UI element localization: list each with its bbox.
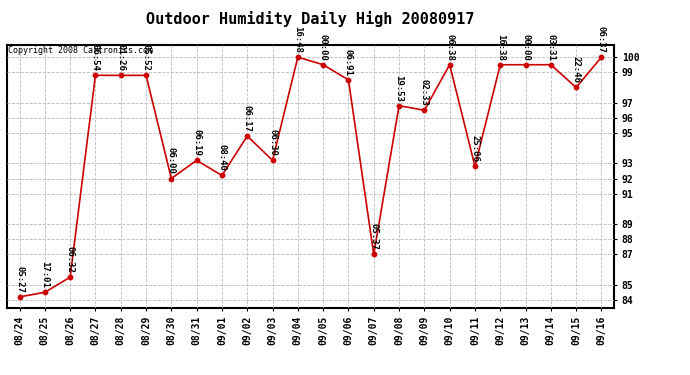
Text: 05:27: 05:27: [15, 266, 24, 293]
Text: 17:01: 17:01: [40, 261, 50, 288]
Point: [419, 107, 430, 113]
Text: 01:26: 01:26: [116, 44, 126, 71]
Point: [115, 72, 126, 78]
Text: 16:38: 16:38: [495, 34, 505, 60]
Point: [343, 77, 354, 83]
Point: [14, 294, 25, 300]
Point: [520, 62, 531, 68]
Point: [596, 54, 607, 60]
Point: [368, 251, 380, 257]
Text: 00:00: 00:00: [521, 34, 530, 60]
Text: 06:37: 06:37: [597, 26, 606, 53]
Text: Copyright 2008 Cartronics.com: Copyright 2008 Cartronics.com: [8, 46, 153, 56]
Text: 03:31: 03:31: [546, 34, 555, 60]
Point: [39, 290, 50, 296]
Text: 06:30: 06:30: [268, 129, 277, 156]
Text: 06:00: 06:00: [167, 147, 176, 174]
Point: [90, 72, 101, 78]
Text: 05:37: 05:37: [369, 224, 378, 250]
Point: [545, 62, 556, 68]
Text: Outdoor Humidity Daily High 20080917: Outdoor Humidity Daily High 20080917: [146, 11, 475, 27]
Point: [65, 274, 76, 280]
Point: [571, 84, 582, 90]
Text: 22:46: 22:46: [571, 57, 581, 83]
Point: [267, 158, 278, 164]
Text: 08:40: 08:40: [217, 144, 226, 171]
Text: 06:17: 06:17: [243, 105, 252, 132]
Text: 06:19: 06:19: [192, 129, 201, 156]
Point: [191, 158, 202, 164]
Text: 05:52: 05:52: [141, 44, 150, 71]
Point: [217, 172, 228, 178]
Text: 06:54: 06:54: [91, 44, 100, 71]
Text: 06:91: 06:91: [344, 49, 353, 76]
Text: 06:32: 06:32: [66, 246, 75, 273]
Point: [293, 54, 304, 60]
Point: [141, 72, 152, 78]
Point: [495, 62, 506, 68]
Text: 06:38: 06:38: [445, 34, 454, 60]
Point: [393, 103, 404, 109]
Text: 16:48: 16:48: [293, 26, 302, 53]
Point: [241, 133, 253, 139]
Text: 02:33: 02:33: [420, 79, 429, 106]
Text: 25:06: 25:06: [471, 135, 480, 162]
Point: [317, 62, 328, 68]
Text: 19:53: 19:53: [395, 75, 404, 102]
Point: [166, 176, 177, 181]
Point: [469, 164, 480, 170]
Text: 00:00: 00:00: [319, 34, 328, 60]
Point: [444, 62, 455, 68]
